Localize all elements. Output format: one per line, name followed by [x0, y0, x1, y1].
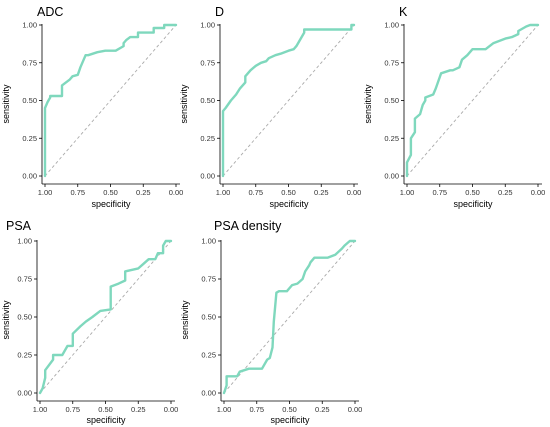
panel-title: K: [399, 5, 408, 19]
y-tick-label: 1.00: [384, 21, 399, 30]
x-tick-label: 0.50: [282, 405, 297, 414]
y-tick-label: 0.00: [384, 172, 399, 181]
y-tick-label: 0.25: [384, 134, 399, 143]
x-tick-label: 0.00: [347, 188, 362, 197]
x-axis-title: specificity: [86, 415, 126, 425]
y-axis-title: sensitivity: [180, 300, 190, 340]
x-tick-label: 0.25: [136, 188, 151, 197]
x-tick-label: 0.25: [315, 405, 330, 414]
x-axis-title: specificity: [91, 199, 131, 209]
y-tick-label: 0.50: [22, 96, 37, 105]
roc-panel-adc: ADC sensitivity specificity 0.00 0.25 0.50…: [1, 5, 183, 209]
roc-panel-psa: PSA sensitivity specificity 0.00 0.25 0.50…: [1, 219, 178, 425]
x-tick-label: 0.25: [131, 405, 146, 414]
y-tick-label: 0.50: [200, 96, 215, 105]
y-tick-label: 1.00: [17, 237, 32, 246]
x-tick-label: 0.00: [169, 188, 184, 197]
x-tick-label: 0.00: [531, 188, 546, 197]
y-tick-label: 0.25: [17, 351, 32, 360]
y-tick-label: 0.25: [200, 134, 215, 143]
roc-panel-k: K sensitivity specificity 0.00 0.25 0.50 0.…: [363, 5, 545, 209]
roc-curve: [222, 239, 357, 395]
roc-curve: [43, 23, 178, 178]
y-axis-title: sensitivity: [1, 84, 11, 124]
x-tick-label: 0.00: [348, 405, 363, 414]
panel-title: D: [215, 5, 224, 19]
reference-diagonal: [39, 240, 172, 394]
y-tick-label: 0.25: [201, 351, 216, 360]
x-tick-label: 0.50: [98, 405, 113, 414]
x-tick-label: 0.75: [432, 188, 447, 197]
reference-diagonal: [223, 240, 356, 394]
roc-curve: [38, 239, 173, 395]
x-tick-label: 1.00: [217, 405, 232, 414]
y-tick-label: 0.75: [22, 58, 37, 67]
y-tick-label: 0.75: [384, 58, 399, 67]
x-tick-label: 0.25: [314, 188, 329, 197]
roc-curve: [405, 23, 540, 178]
y-tick-label: 0.75: [201, 275, 216, 284]
y-axis-title: sensitivity: [179, 84, 189, 124]
x-tick-label: 0.00: [164, 405, 179, 414]
x-tick-label: 0.50: [281, 188, 296, 197]
x-axis-title: specificity: [453, 199, 493, 209]
y-tick-label: 1.00: [22, 21, 37, 30]
x-axis-title: specificity: [270, 415, 310, 425]
x-tick-label: 1.00: [38, 188, 53, 197]
x-tick-label: 0.75: [248, 188, 263, 197]
x-tick-label: 0.25: [498, 188, 513, 197]
y-tick-label: 0.00: [17, 389, 32, 398]
y-tick-label: 0.50: [201, 313, 216, 322]
roc-panel-d: D sensitivity specificity 0.00 0.25 0.50 0.…: [179, 5, 361, 209]
y-tick-label: 0.50: [384, 96, 399, 105]
roc-curve: [221, 23, 356, 178]
reference-diagonal: [406, 24, 539, 177]
y-tick-label: 0.75: [200, 58, 215, 67]
panel-title: PSA density: [214, 219, 282, 233]
y-tick-label: 1.00: [201, 237, 216, 246]
x-tick-label: 1.00: [216, 188, 231, 197]
x-tick-label: 0.75: [249, 405, 264, 414]
y-tick-label: 0.00: [201, 389, 216, 398]
x-tick-label: 1.00: [33, 405, 48, 414]
x-axis-title: specificity: [269, 199, 309, 209]
y-tick-label: 0.00: [200, 172, 215, 181]
panel-title: PSA: [6, 219, 32, 233]
y-axis-title: sensitivity: [1, 300, 11, 340]
roc-panel-psa-density: PSA density sensitivity specificity 0.00…: [180, 219, 362, 425]
panel-title: ADC: [37, 5, 63, 19]
reference-diagonal: [44, 24, 177, 177]
y-tick-label: 0.50: [17, 313, 32, 322]
reference-diagonal: [222, 24, 355, 177]
y-tick-label: 0.75: [17, 275, 32, 284]
y-tick-label: 1.00: [200, 21, 215, 30]
x-tick-label: 0.50: [103, 188, 118, 197]
y-tick-label: 0.25: [22, 134, 37, 143]
x-tick-label: 0.50: [465, 188, 480, 197]
y-tick-label: 0.00: [22, 172, 37, 181]
x-tick-label: 1.00: [400, 188, 415, 197]
y-axis-title: sensitivity: [363, 84, 373, 124]
x-tick-label: 0.75: [65, 405, 80, 414]
x-tick-label: 0.75: [70, 188, 85, 197]
